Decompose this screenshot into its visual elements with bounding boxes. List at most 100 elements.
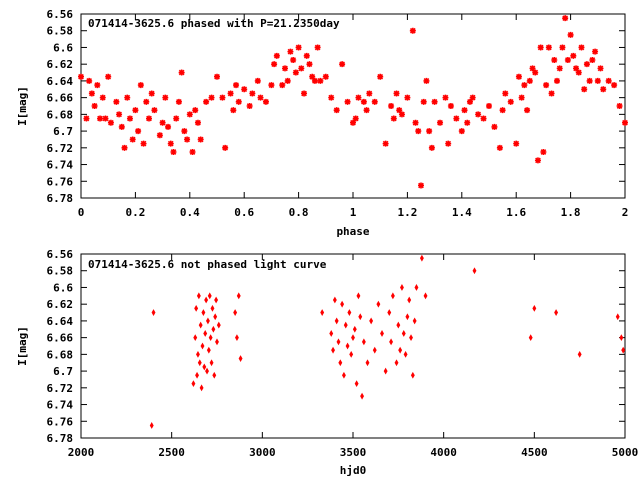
- data-point: [222, 144, 229, 151]
- data-point: [518, 94, 525, 101]
- data-point: [401, 330, 406, 337]
- data-point: [196, 292, 201, 300]
- data-point: [615, 313, 620, 321]
- data-point: [513, 140, 520, 147]
- data-point: [135, 128, 142, 135]
- data-point: [461, 107, 468, 114]
- x-axis-label: hjd0: [340, 464, 367, 477]
- data-point: [423, 77, 430, 84]
- data-point: [447, 103, 454, 109]
- y-tick-label: 6.64: [47, 315, 74, 328]
- data-point: [567, 31, 574, 38]
- data-point: [390, 115, 397, 122]
- data-point: [343, 321, 348, 329]
- data-point: [414, 284, 419, 291]
- plot-panel-2: 6.56 6.58 6.6 6.62 6.64 6.66 6.68 6.7 6.72 6.74 6.…: [16, 248, 638, 477]
- data-point: [189, 149, 196, 155]
- data-point: [420, 98, 427, 105]
- data-point: [227, 90, 234, 97]
- data-point: [605, 77, 612, 84]
- data-point: [124, 94, 131, 101]
- data-point: [334, 317, 339, 325]
- data-point: [409, 27, 416, 34]
- y-tick-label: 6.68: [47, 108, 74, 121]
- data-point: [499, 107, 506, 114]
- x-tick-label: 3500: [340, 446, 367, 459]
- y-tick-label: 6.7: [53, 365, 73, 378]
- data-point: [102, 115, 109, 122]
- data-point: [159, 119, 166, 126]
- data-point: [194, 119, 201, 126]
- data-point: [162, 94, 169, 101]
- data-point: [284, 77, 291, 84]
- data-series-1: [78, 15, 628, 189]
- data-point: [271, 61, 278, 68]
- y-tick-label: 6.58: [47, 25, 74, 38]
- data-point: [322, 73, 329, 80]
- data-point: [507, 98, 514, 105]
- data-point: [562, 15, 569, 22]
- data-point: [532, 304, 537, 312]
- data-point: [129, 136, 136, 143]
- y-tick-label: 6.72: [47, 382, 74, 395]
- data-point: [380, 330, 384, 337]
- data-point: [469, 94, 476, 101]
- data-point: [383, 367, 388, 375]
- data-point: [192, 107, 199, 114]
- data-point: [412, 119, 419, 126]
- data-point: [418, 182, 424, 189]
- data-point: [502, 90, 509, 97]
- data-point: [205, 367, 209, 375]
- y-tick-label: 6.58: [47, 265, 74, 278]
- y-tick-label: 6.78: [47, 192, 74, 205]
- data-point: [198, 321, 203, 329]
- data-point: [230, 107, 237, 114]
- y-tick-label: 6.56: [47, 248, 74, 261]
- y-tick-label: 6.78: [47, 432, 74, 445]
- data-point: [592, 48, 599, 55]
- x-tick-label: 0.6: [234, 206, 254, 219]
- data-point: [202, 363, 207, 371]
- data-point: [356, 292, 361, 300]
- data-point: [515, 73, 522, 80]
- data-point: [282, 65, 288, 72]
- data-point: [388, 103, 395, 109]
- x-tick-label: 1.4: [452, 206, 472, 219]
- data-point: [298, 65, 305, 72]
- data-point: [199, 384, 204, 392]
- data-point: [83, 115, 90, 122]
- y-tick-label: 6.56: [47, 8, 74, 21]
- data-point: [371, 98, 378, 105]
- y-tick-label: 6.6: [53, 281, 73, 294]
- x-tick-label: 4000: [430, 446, 457, 459]
- data-point: [148, 90, 155, 97]
- data-point: [410, 371, 415, 379]
- x-tick-label: 2500: [158, 446, 185, 459]
- data-point: [366, 90, 373, 97]
- data-point: [377, 73, 384, 80]
- data-point: [403, 350, 408, 358]
- data-point: [396, 321, 401, 329]
- y-tick-label: 6.74: [47, 399, 74, 412]
- data-point: [491, 123, 498, 130]
- data-point: [564, 57, 571, 63]
- plot-panel-1: 6.56 6.58 6.6 6.62 6.64 6.66 6.68 6.7 6.72 6.74 6.…: [16, 8, 628, 238]
- y-axis-label: I[mag]: [16, 86, 29, 126]
- y-tick-label: 6.64: [47, 75, 74, 88]
- data-point: [238, 355, 243, 362]
- data-point: [496, 144, 503, 151]
- data-point: [621, 346, 626, 354]
- data-point: [204, 296, 209, 304]
- data-point: [233, 309, 238, 316]
- data-point: [405, 313, 410, 321]
- y-tick-label: 6.68: [47, 348, 74, 361]
- data-point: [165, 123, 172, 130]
- data-point: [387, 309, 392, 316]
- plot-title: 071414-3625.6 not phased light curve: [88, 258, 327, 271]
- data-point: [140, 140, 147, 147]
- data-point: [170, 149, 177, 155]
- data-point: [445, 140, 452, 147]
- data-point: [360, 392, 365, 400]
- data-point: [437, 119, 444, 126]
- data-point: [409, 334, 413, 342]
